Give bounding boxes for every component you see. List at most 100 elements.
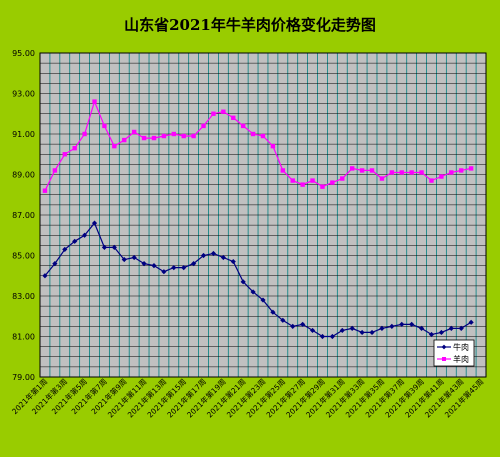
y-tick-label: 89.00 bbox=[12, 171, 35, 180]
data-point-marker bbox=[72, 238, 78, 244]
data-point-marker bbox=[409, 170, 414, 175]
data-point-marker bbox=[82, 232, 88, 238]
data-point-marker bbox=[82, 131, 87, 137]
data-point-marker bbox=[171, 265, 177, 271]
data-point-marker bbox=[359, 329, 365, 336]
data-point-marker bbox=[250, 289, 256, 295]
data-point-marker bbox=[171, 131, 176, 137]
data-point-marker bbox=[131, 254, 137, 261]
data-point-marker bbox=[220, 254, 226, 261]
data-point-marker bbox=[52, 261, 58, 267]
data-point-marker bbox=[418, 325, 425, 331]
data-point-marker bbox=[62, 152, 67, 157]
y-tick-label: 93.00 bbox=[12, 90, 35, 99]
data-point-marker bbox=[458, 325, 464, 331]
legend-label: 牛肉 bbox=[453, 342, 469, 352]
data-point-marker bbox=[290, 323, 296, 329]
data-point-marker bbox=[210, 250, 217, 257]
data-point-marker bbox=[290, 178, 295, 183]
data-point-marker bbox=[409, 321, 415, 327]
data-point-marker bbox=[122, 137, 127, 143]
data-point-marker bbox=[340, 176, 345, 181]
data-point-marker bbox=[359, 168, 365, 173]
data-point-marker bbox=[111, 244, 117, 250]
data-point-marker bbox=[230, 258, 236, 265]
data-point-marker bbox=[260, 133, 266, 139]
data-point-marker bbox=[231, 115, 236, 120]
data-point-marker bbox=[131, 129, 137, 135]
data-point-marker bbox=[52, 168, 58, 173]
data-point-marker bbox=[91, 220, 98, 226]
data-point-marker bbox=[319, 333, 326, 340]
data-point-marker bbox=[399, 321, 405, 327]
data-point-marker bbox=[221, 109, 226, 114]
y-tick-label: 91.00 bbox=[12, 130, 35, 139]
data-point-marker bbox=[399, 170, 404, 175]
data-point-marker bbox=[102, 123, 107, 129]
data-point-marker bbox=[300, 321, 306, 327]
data-point-marker bbox=[369, 329, 375, 336]
y-tick-label: 87.00 bbox=[12, 211, 35, 220]
data-point-marker bbox=[468, 319, 474, 325]
data-point-marker bbox=[62, 246, 68, 253]
data-point-marker bbox=[349, 325, 355, 331]
data-point-marker bbox=[339, 327, 345, 334]
chart-title: 山东省2021年牛羊肉价格变化走势图 bbox=[124, 16, 376, 34]
data-point-marker bbox=[181, 265, 187, 271]
data-point-marker bbox=[329, 333, 335, 340]
data-point-marker bbox=[330, 180, 335, 185]
data-point-marker bbox=[161, 269, 167, 275]
data-point-marker bbox=[161, 133, 167, 139]
data-point-marker bbox=[101, 244, 108, 250]
data-point-marker bbox=[92, 99, 97, 104]
y-tick-label: 81.00 bbox=[12, 333, 35, 342]
data-point-marker bbox=[379, 176, 385, 181]
data-point-marker bbox=[240, 279, 246, 285]
data-point-marker bbox=[379, 325, 385, 331]
data-point-marker bbox=[459, 168, 464, 173]
y-tick-label: 95.00 bbox=[12, 49, 35, 58]
data-point-marker bbox=[191, 133, 196, 139]
data-point-marker bbox=[250, 131, 256, 137]
data-point-marker bbox=[428, 331, 435, 338]
data-point-marker bbox=[280, 168, 286, 173]
data-point-marker bbox=[280, 317, 286, 323]
data-point-marker bbox=[201, 123, 206, 129]
data-point-marker bbox=[151, 263, 157, 269]
data-point-marker bbox=[310, 178, 315, 183]
data-point-marker bbox=[468, 166, 474, 171]
data-point-marker bbox=[42, 188, 48, 193]
data-point-marker bbox=[389, 170, 395, 175]
data-point-marker bbox=[112, 143, 117, 149]
legend-swatch-marker bbox=[442, 357, 446, 361]
y-tick-label: 79.00 bbox=[12, 373, 35, 382]
data-point-marker bbox=[121, 256, 127, 263]
data-point-marker bbox=[211, 111, 216, 116]
data-point-marker bbox=[260, 297, 266, 303]
data-point-marker bbox=[200, 252, 207, 259]
data-point-marker bbox=[240, 123, 246, 129]
plot-border bbox=[39, 52, 487, 378]
data-point-marker bbox=[438, 329, 444, 336]
data-point-marker bbox=[389, 323, 395, 329]
data-point-marker bbox=[270, 309, 276, 315]
data-point-marker bbox=[72, 145, 77, 151]
data-point-marker bbox=[439, 174, 444, 179]
legend-swatch-marker bbox=[441, 344, 447, 350]
data-point-marker bbox=[141, 135, 147, 141]
data-point-marker bbox=[449, 170, 454, 175]
y-tick-label: 85.00 bbox=[12, 252, 35, 261]
data-point-marker bbox=[429, 178, 434, 183]
data-point-marker bbox=[350, 166, 355, 171]
data-point-marker bbox=[320, 184, 325, 189]
data-point-marker bbox=[191, 261, 197, 267]
data-point-marker bbox=[181, 133, 186, 139]
y-tick-label: 83.00 bbox=[12, 292, 35, 301]
data-point-marker bbox=[309, 327, 316, 334]
data-point-marker bbox=[419, 170, 424, 175]
data-point-marker bbox=[270, 143, 276, 149]
data-point-marker bbox=[300, 182, 305, 187]
legend-label: 羊肉 bbox=[453, 354, 469, 364]
data-point-marker bbox=[141, 261, 147, 267]
